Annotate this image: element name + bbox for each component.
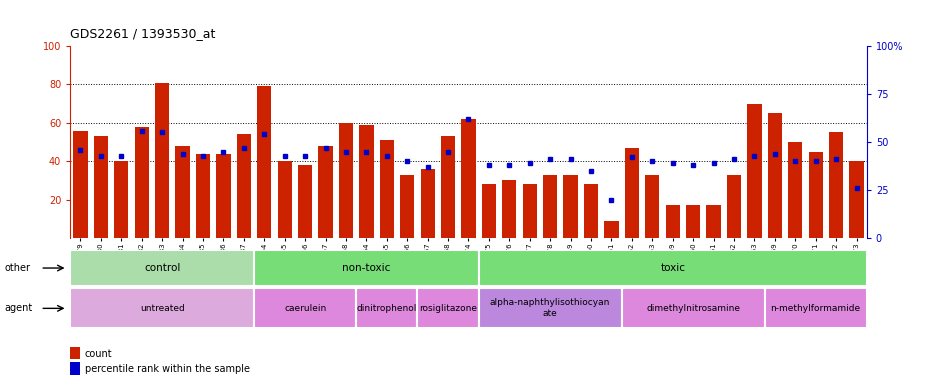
- Bar: [502, 180, 516, 238]
- Bar: [787, 142, 801, 238]
- Text: count: count: [84, 349, 112, 359]
- Bar: [624, 148, 638, 238]
- Text: percentile rank within the sample: percentile rank within the sample: [84, 364, 249, 374]
- Bar: [563, 175, 578, 238]
- Bar: [175, 146, 189, 238]
- Bar: [339, 123, 353, 238]
- Bar: [358, 125, 373, 238]
- Bar: [746, 104, 761, 238]
- Bar: [478, 250, 866, 286]
- Text: control: control: [144, 263, 180, 273]
- Bar: [318, 146, 332, 238]
- Bar: [400, 175, 414, 238]
- Bar: [543, 175, 557, 238]
- Bar: [356, 288, 417, 328]
- Bar: [135, 127, 149, 238]
- Bar: [420, 169, 434, 238]
- Bar: [621, 288, 764, 328]
- Text: dinitrophenol: dinitrophenol: [357, 304, 417, 313]
- Bar: [417, 288, 478, 328]
- Bar: [726, 175, 740, 238]
- Bar: [481, 184, 495, 238]
- Bar: [828, 132, 842, 238]
- Bar: [277, 161, 291, 238]
- Text: n-methylformamide: n-methylformamide: [769, 304, 860, 313]
- Text: non-toxic: non-toxic: [342, 263, 390, 273]
- Bar: [379, 140, 393, 238]
- Bar: [764, 288, 866, 328]
- Bar: [808, 152, 822, 238]
- Text: rosiglitazone: rosiglitazone: [418, 304, 476, 313]
- Bar: [583, 184, 597, 238]
- Text: alpha-naphthylisothiocyan
ate: alpha-naphthylisothiocyan ate: [490, 298, 609, 318]
- Text: untreated: untreated: [139, 304, 184, 313]
- Bar: [298, 165, 312, 238]
- Bar: [848, 161, 863, 238]
- Bar: [522, 184, 536, 238]
- Bar: [114, 161, 128, 238]
- Bar: [73, 131, 88, 238]
- Text: GDS2261 / 1393530_at: GDS2261 / 1393530_at: [70, 27, 215, 40]
- Bar: [254, 288, 356, 328]
- Bar: [478, 288, 621, 328]
- Bar: [665, 205, 680, 238]
- Bar: [604, 221, 618, 238]
- Bar: [767, 113, 782, 238]
- Bar: [196, 154, 210, 238]
- Bar: [685, 205, 699, 238]
- Text: toxic: toxic: [660, 263, 684, 273]
- Bar: [237, 134, 251, 238]
- Bar: [461, 119, 475, 238]
- Bar: [70, 362, 80, 375]
- Text: caerulein: caerulein: [284, 304, 326, 313]
- Bar: [154, 83, 169, 238]
- Bar: [645, 175, 659, 238]
- Bar: [706, 205, 720, 238]
- Bar: [254, 250, 478, 286]
- Bar: [70, 250, 254, 286]
- Text: other: other: [5, 263, 31, 273]
- Bar: [441, 136, 455, 238]
- Text: dimethylnitrosamine: dimethylnitrosamine: [646, 304, 739, 313]
- Bar: [70, 347, 80, 359]
- Bar: [216, 154, 230, 238]
- Text: agent: agent: [5, 303, 33, 313]
- Bar: [70, 288, 254, 328]
- Bar: [94, 136, 108, 238]
- Bar: [256, 86, 271, 238]
